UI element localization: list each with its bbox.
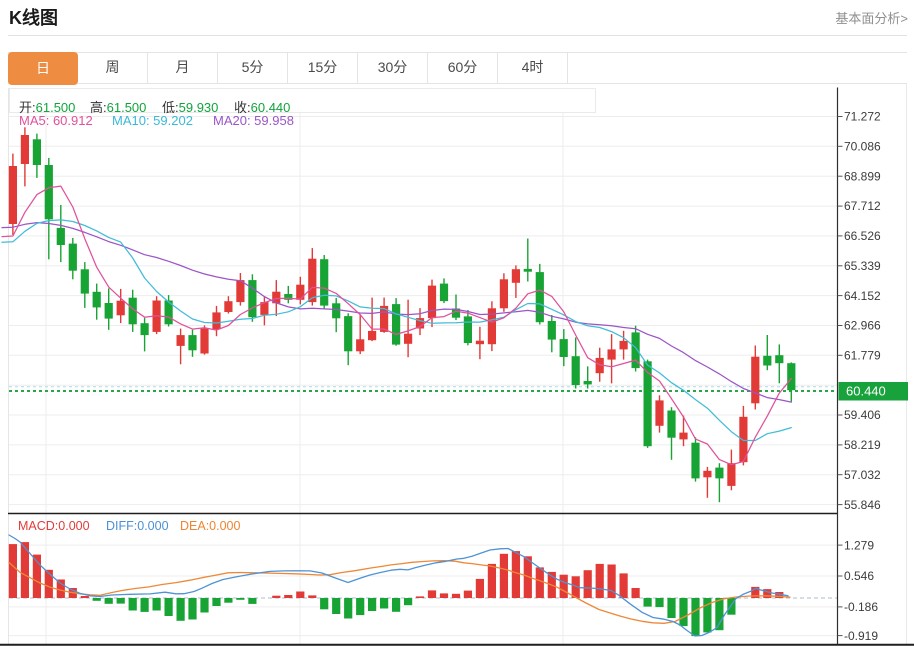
svg-text:58.219: 58.219 [844, 438, 881, 452]
svg-text:62.966: 62.966 [844, 319, 881, 333]
svg-text:67.712: 67.712 [844, 199, 881, 213]
svg-text:60.440: 60.440 [846, 384, 886, 399]
svg-text:55.846: 55.846 [844, 498, 881, 512]
svg-text:70.086: 70.086 [844, 140, 881, 154]
svg-text:71.272: 71.272 [844, 110, 881, 124]
svg-text:57.032: 57.032 [844, 468, 881, 482]
svg-text:66.526: 66.526 [844, 229, 881, 243]
svg-text:-0.919: -0.919 [844, 629, 878, 643]
svg-text:68.899: 68.899 [844, 169, 881, 183]
svg-text:1.279: 1.279 [844, 538, 874, 552]
svg-text:61.779: 61.779 [844, 349, 881, 363]
svg-text:-0.186: -0.186 [844, 600, 878, 614]
svg-text:64.152: 64.152 [844, 289, 881, 303]
svg-text:59.406: 59.406 [844, 408, 881, 422]
svg-text:65.339: 65.339 [844, 259, 881, 273]
svg-text:0.546: 0.546 [844, 569, 874, 583]
